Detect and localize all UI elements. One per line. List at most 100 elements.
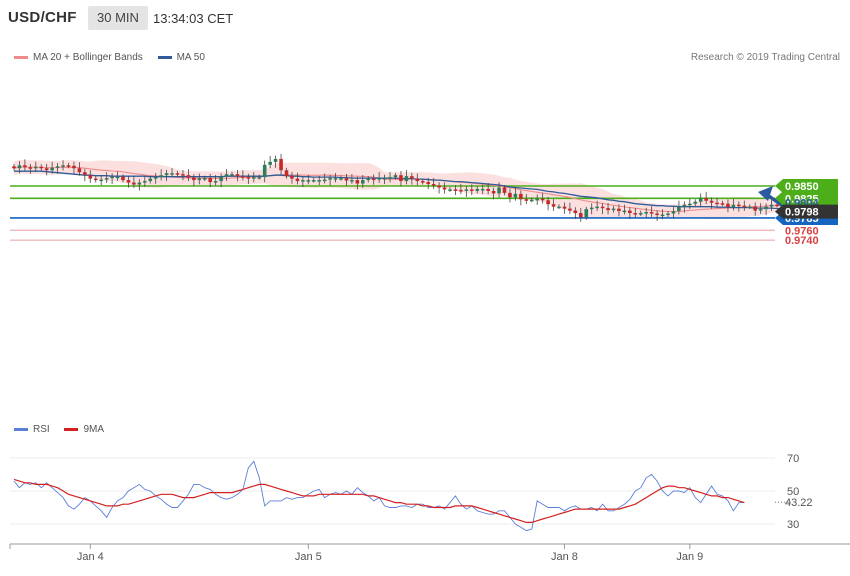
- ma20-legend-label: MA 20 + Bollinger Bands: [33, 52, 143, 63]
- candle: [83, 168, 87, 182]
- candle: [726, 199, 730, 213]
- candle-body: [655, 213, 659, 216]
- candle-body: [257, 177, 262, 179]
- copyright-text: Research © 2019 Trading Central: [690, 52, 840, 63]
- candle: [426, 177, 430, 190]
- candle: [758, 203, 763, 214]
- candle-body: [747, 206, 752, 209]
- last-price-tag: [775, 204, 838, 219]
- candle-body: [137, 182, 142, 185]
- candle: [219, 173, 223, 188]
- candle-body: [426, 182, 430, 185]
- candle-body: [241, 176, 245, 178]
- candle-body: [459, 189, 463, 192]
- rsi-tick-1: 50: [787, 486, 799, 498]
- candle-body: [540, 198, 545, 201]
- resistance-label-0: 0.9850: [785, 181, 819, 193]
- candle: [93, 176, 98, 183]
- candle: [486, 182, 490, 195]
- candle-body: [28, 167, 33, 169]
- candle-body: [508, 192, 512, 198]
- time-axis-label-2: Jan 8: [551, 551, 578, 563]
- candle-body: [715, 202, 719, 205]
- candle: [742, 200, 747, 211]
- candle: [399, 170, 403, 187]
- candle-body: [671, 211, 676, 214]
- candle-body: [393, 175, 398, 178]
- candle: [404, 170, 409, 185]
- rsi-tick-2: 30: [787, 519, 799, 531]
- candle-body: [524, 199, 529, 201]
- candle-body: [132, 182, 136, 185]
- candle-body: [442, 187, 447, 190]
- candle-body: [502, 187, 507, 193]
- candle-body: [273, 158, 278, 162]
- candle-body: [50, 167, 54, 171]
- time-axis-label-0: Jan 4: [77, 551, 104, 563]
- candle-body: [437, 185, 441, 188]
- candle: [562, 202, 567, 214]
- candle: [671, 206, 676, 219]
- candle: [622, 204, 627, 215]
- candle: [579, 207, 583, 222]
- candle-body: [562, 206, 567, 209]
- candle-body: [153, 177, 158, 179]
- candle-body: [290, 176, 294, 179]
- candle: [666, 211, 670, 217]
- candle-body: [568, 208, 572, 211]
- candle-body: [192, 177, 196, 181]
- candle: [50, 161, 54, 174]
- candle: [677, 200, 681, 215]
- candle: [252, 172, 256, 183]
- candle-body: [121, 176, 125, 181]
- bollinger-band-area: [14, 159, 788, 220]
- candle-body: [93, 178, 98, 181]
- candle-body: [252, 177, 256, 179]
- candle: [769, 199, 774, 211]
- candle-body: [431, 184, 436, 186]
- candle-body: [88, 175, 93, 179]
- candle: [737, 201, 741, 212]
- candle-body: [99, 179, 103, 182]
- candle-body: [693, 201, 698, 204]
- candle-body: [666, 213, 670, 216]
- candle-body: [775, 204, 779, 207]
- candle-body: [115, 176, 120, 179]
- candle-body: [420, 181, 425, 183]
- candle-body: [606, 208, 610, 211]
- candle-body: [186, 175, 191, 178]
- candle: [589, 203, 594, 215]
- candle-body: [23, 165, 27, 168]
- candlesticks: [12, 153, 790, 222]
- candle: [437, 182, 441, 194]
- candle: [568, 202, 572, 214]
- candle: [693, 199, 698, 207]
- candle-body: [698, 197, 703, 202]
- candle: [649, 206, 654, 217]
- candle: [262, 160, 267, 183]
- candle-body: [682, 204, 687, 207]
- rsi-current-label: 43.22: [785, 497, 813, 509]
- candle-body: [295, 178, 300, 182]
- candle: [764, 203, 768, 216]
- candle-body: [410, 176, 414, 179]
- candle-body: [497, 187, 501, 194]
- candle-body: [175, 173, 180, 175]
- candle: [333, 173, 338, 183]
- candle-body: [230, 174, 234, 176]
- candle-body: [72, 165, 76, 169]
- candle-body: [480, 188, 485, 191]
- candle-body: [279, 158, 283, 171]
- candle: [268, 155, 272, 169]
- candle: [633, 207, 638, 218]
- candle: [660, 209, 665, 220]
- candle-body: [34, 166, 38, 169]
- candle: [491, 187, 496, 200]
- candle-body: [595, 206, 599, 209]
- candle: [181, 169, 185, 181]
- timeframe-badge[interactable]: 30 MIN: [88, 6, 148, 30]
- candle-body: [589, 207, 594, 210]
- candle: [322, 173, 327, 184]
- candle: [311, 177, 316, 183]
